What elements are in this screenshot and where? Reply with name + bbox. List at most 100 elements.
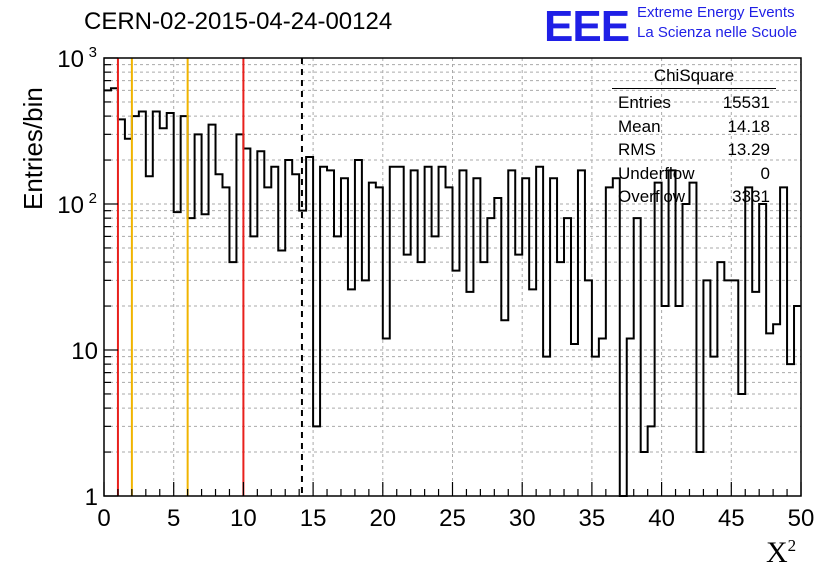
histogram-bin bbox=[787, 364, 794, 496]
histogram-bin bbox=[362, 280, 369, 496]
histogram-bin bbox=[669, 170, 676, 496]
histogram-bin bbox=[515, 255, 522, 496]
histogram-bin bbox=[683, 204, 690, 496]
histogram-bin bbox=[501, 320, 508, 496]
histogram-bin bbox=[209, 125, 216, 496]
histogram-bin bbox=[306, 157, 313, 496]
x-tick-label: 35 bbox=[579, 505, 606, 532]
histogram-bin bbox=[174, 212, 181, 496]
histogram-bin bbox=[432, 236, 439, 496]
eee-logo: EEE bbox=[544, 2, 630, 51]
histogram-bin bbox=[188, 218, 195, 496]
histogram-bin bbox=[578, 170, 585, 496]
stats-value: 15531 bbox=[722, 93, 770, 112]
histogram-bin bbox=[139, 112, 146, 496]
histogram-bin bbox=[641, 452, 648, 496]
histogram-bin bbox=[278, 251, 285, 496]
histogram-bin bbox=[627, 338, 634, 496]
histogram-bin bbox=[160, 128, 167, 496]
x-tick-label: 5 bbox=[167, 505, 180, 532]
logo-line-2: La Scienza nelle Scuole bbox=[637, 24, 798, 41]
x-tick-label: 20 bbox=[369, 505, 396, 532]
histogram-bin bbox=[466, 292, 473, 496]
histogram-bin bbox=[724, 280, 731, 496]
histogram-bin bbox=[766, 333, 773, 496]
stats-row: Entries 15531 bbox=[612, 91, 776, 115]
histogram-bin bbox=[153, 112, 160, 496]
histogram-bin bbox=[676, 306, 683, 496]
histogram-bin bbox=[655, 183, 662, 496]
histogram-bin bbox=[257, 151, 264, 496]
x-axis-label-base: X bbox=[766, 536, 788, 569]
y-tick-label: 10 bbox=[57, 46, 84, 73]
histogram-bin bbox=[313, 426, 320, 496]
histogram-bin bbox=[243, 148, 250, 496]
x-tick-label: 25 bbox=[439, 505, 466, 532]
histogram-bin bbox=[446, 187, 453, 496]
histogram-bin bbox=[494, 198, 501, 496]
histogram-bin bbox=[118, 119, 125, 496]
stats-row: Underflow 0 bbox=[612, 162, 776, 186]
histogram-bin bbox=[202, 214, 209, 496]
histogram-bin bbox=[341, 178, 348, 496]
x-axis-label-sup: 2 bbox=[787, 536, 797, 555]
histogram-bin bbox=[397, 167, 404, 496]
histogram-bin bbox=[773, 324, 780, 496]
y-tick-label-exponent: 2 bbox=[89, 190, 97, 207]
y-tick-label: 10 bbox=[71, 338, 98, 365]
histogram-bin bbox=[250, 236, 257, 496]
histogram-bin bbox=[383, 338, 390, 496]
histogram-bin bbox=[236, 134, 243, 496]
histogram-bin bbox=[696, 452, 703, 496]
histogram-bin bbox=[780, 187, 787, 496]
histogram-bin bbox=[717, 262, 724, 496]
stats-row: Mean 14.18 bbox=[612, 115, 776, 139]
histogram-bin bbox=[111, 88, 118, 496]
histogram-bin bbox=[662, 306, 669, 496]
histogram-bin bbox=[222, 187, 229, 496]
histogram-bin bbox=[703, 280, 710, 496]
histogram-bin bbox=[425, 167, 432, 496]
x-axis-label: X2 bbox=[766, 536, 796, 570]
histogram-bin bbox=[404, 255, 411, 496]
histogram-bin bbox=[195, 134, 202, 496]
histogram-bin bbox=[229, 262, 236, 496]
histogram-bin bbox=[418, 262, 425, 496]
histogram-bin bbox=[411, 170, 418, 496]
histogram-bin bbox=[439, 167, 446, 496]
histogram-bin bbox=[132, 116, 139, 496]
histogram-bin bbox=[390, 167, 397, 496]
histogram-bin bbox=[459, 170, 466, 496]
x-tick-label: 40 bbox=[648, 505, 675, 532]
histogram-bin bbox=[355, 160, 362, 496]
histogram-bin bbox=[592, 357, 599, 496]
histogram-bin bbox=[571, 344, 578, 496]
x-tick-label: 10 bbox=[230, 505, 257, 532]
histogram-bin bbox=[264, 187, 271, 496]
histogram-bin bbox=[376, 187, 383, 496]
histogram-outline bbox=[104, 87, 801, 497]
histogram-bin bbox=[529, 289, 536, 496]
stats-value: 13.29 bbox=[727, 140, 770, 159]
histogram-bin bbox=[104, 90, 111, 496]
y-tick-label-exponent: 3 bbox=[89, 44, 97, 61]
histogram-bin bbox=[271, 167, 278, 496]
histogram-bin bbox=[599, 338, 606, 496]
histogram-bin bbox=[752, 292, 759, 496]
stats-label: Overflow bbox=[618, 187, 686, 206]
histogram-bin bbox=[487, 218, 494, 496]
histogram-bin bbox=[564, 218, 571, 496]
histogram-bin bbox=[759, 204, 766, 496]
histogram-bin bbox=[648, 426, 655, 496]
histogram-bin bbox=[543, 357, 550, 496]
x-tick-label: 15 bbox=[300, 505, 327, 532]
stats-row: Overflow 3331 bbox=[612, 185, 776, 209]
histogram-bin bbox=[167, 113, 174, 496]
histogram-bin bbox=[146, 176, 153, 496]
histogram-bin bbox=[613, 178, 620, 496]
x-tick-label: 50 bbox=[788, 505, 815, 532]
histogram-bin bbox=[181, 116, 188, 496]
histogram-bin bbox=[369, 183, 376, 496]
y-tick-label: 1 bbox=[85, 484, 98, 511]
histogram-bin bbox=[480, 262, 487, 496]
